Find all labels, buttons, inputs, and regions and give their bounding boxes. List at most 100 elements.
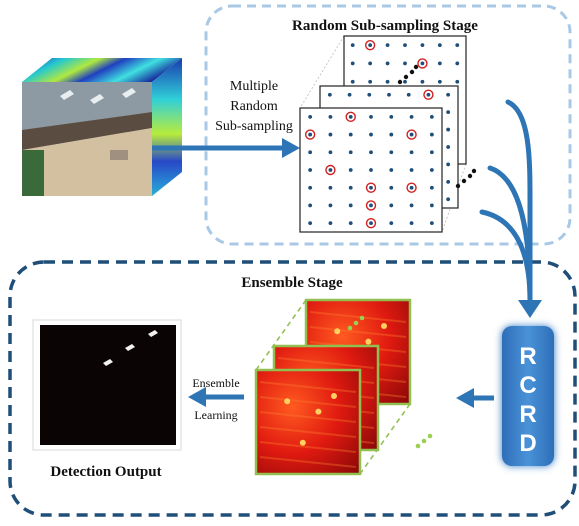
map-texture	[309, 311, 407, 323]
ensemble-arrow	[188, 387, 244, 407]
ellipsis-dot	[427, 433, 433, 439]
grid-sample-point	[385, 61, 390, 66]
ellipsis-dot	[397, 79, 403, 85]
grid-sample-point	[328, 114, 333, 119]
multiple-sub-sampling-label: Random	[230, 99, 278, 114]
sub-sampling-stage-title: Random Sub-sampling Stage	[292, 18, 478, 34]
grid-sample-point	[369, 114, 373, 119]
selected-sample-circle	[406, 182, 417, 193]
grid-sample-point	[389, 150, 394, 155]
ellipsis-dot	[415, 443, 421, 449]
ellipsis-dot	[421, 438, 427, 444]
grid-sample-point	[348, 203, 353, 208]
detection-output-label: Detection Output	[50, 464, 161, 480]
ensemble-learning-label: Ensemble	[192, 376, 239, 390]
detection-map	[254, 368, 362, 476]
grid-sample-point	[350, 43, 355, 48]
map-hotspot	[381, 323, 387, 329]
grid-sample-point	[446, 145, 451, 149]
grid-sample-point	[429, 168, 434, 172]
selected-sample-circle	[325, 164, 336, 176]
ellipsis-dot	[409, 69, 415, 75]
grid-sample-point	[369, 185, 373, 190]
ellipsis-dot	[461, 178, 467, 184]
grid-sample-point	[328, 150, 333, 155]
grid-sample-point	[348, 221, 353, 226]
multiple-sub-sampling-label: Sub-sampling	[215, 119, 293, 134]
grid-sample-point	[350, 61, 355, 66]
selected-sample-circle	[423, 89, 434, 100]
grid-sample-point	[420, 43, 425, 48]
grid-sample-point	[389, 114, 394, 119]
map-hotspot	[315, 408, 322, 415]
sub-sampling-grids	[299, 35, 477, 233]
ellipsis-dot	[347, 325, 353, 331]
grid-to-rcrd-arrows	[479, 99, 542, 318]
grid-sample-point	[368, 61, 373, 66]
grid-sample-point	[385, 43, 390, 48]
grid-sample-point	[389, 132, 394, 137]
grid-sample-point	[420, 79, 425, 84]
grid-sample-point	[429, 185, 434, 190]
grid-sample-point	[403, 79, 407, 84]
grid-sample-point	[348, 168, 353, 172]
selected-sample-circle	[365, 200, 377, 211]
grid-sample-point	[308, 203, 313, 208]
grid-sample-point	[308, 221, 313, 226]
map-hotspot	[299, 439, 306, 446]
map-texture	[259, 426, 357, 438]
map-texture	[309, 326, 407, 338]
grid-sample-point	[369, 168, 373, 172]
grid-sample-point	[389, 185, 394, 190]
curved-arrow	[505, 99, 533, 303]
rcrd-box	[502, 326, 554, 466]
grid-sample-point	[348, 132, 353, 137]
selected-sample-circle	[365, 217, 377, 229]
grid-sample-point	[429, 114, 434, 119]
grid-sample-point	[328, 185, 333, 190]
grid-sample-point	[369, 203, 373, 208]
map-hotspot	[284, 398, 291, 405]
curved-arrow-head	[518, 300, 542, 318]
multiple-sub-sampling-label: Multiple	[230, 79, 278, 94]
ensemble-learning-label: Learning	[194, 408, 237, 422]
selected-sample-circle	[365, 182, 377, 193]
map-texture	[259, 456, 357, 468]
rcrd-letter: C	[519, 372, 536, 399]
grid-sample-point	[429, 132, 434, 137]
curved-arrow	[487, 165, 533, 303]
grid-sample-point	[389, 168, 394, 172]
detection-output-image	[32, 319, 182, 451]
ellipsis-dot	[403, 74, 409, 80]
grid-sample-point	[409, 114, 414, 119]
grid-sample-point	[403, 61, 407, 66]
map-hotspot	[331, 393, 337, 399]
grid-sample-point	[455, 61, 460, 66]
grid-sample-point	[367, 92, 372, 97]
sub-sampling-stage-border	[204, 4, 572, 246]
selected-sample-circle	[364, 39, 376, 51]
grid-sample-point	[369, 150, 373, 155]
grid-sample-point	[348, 114, 353, 119]
grid-sample-point	[437, 43, 442, 48]
grid-sample-point	[389, 203, 394, 208]
map-texture	[259, 441, 357, 453]
map-hotspot	[334, 328, 341, 335]
grid-sample-point	[369, 221, 373, 226]
grid-sample-point	[437, 79, 442, 84]
ellipsis-dot	[353, 320, 359, 326]
grid-sample-point	[368, 43, 373, 48]
grid-sample-point	[446, 127, 451, 132]
ellipsis-dot	[471, 168, 477, 174]
grid-sample-point	[327, 92, 332, 97]
grid-sample-point	[437, 61, 442, 66]
grid-sample-point	[308, 168, 313, 172]
grid-sample-point	[328, 221, 333, 226]
cube-to-grid-arrow	[152, 138, 300, 158]
grid-sample-point	[389, 221, 394, 226]
grid-sample-point	[347, 92, 352, 97]
grid-sample-point	[348, 185, 353, 190]
grid-sample-point	[409, 150, 414, 155]
ellipsis-dot	[413, 64, 419, 70]
